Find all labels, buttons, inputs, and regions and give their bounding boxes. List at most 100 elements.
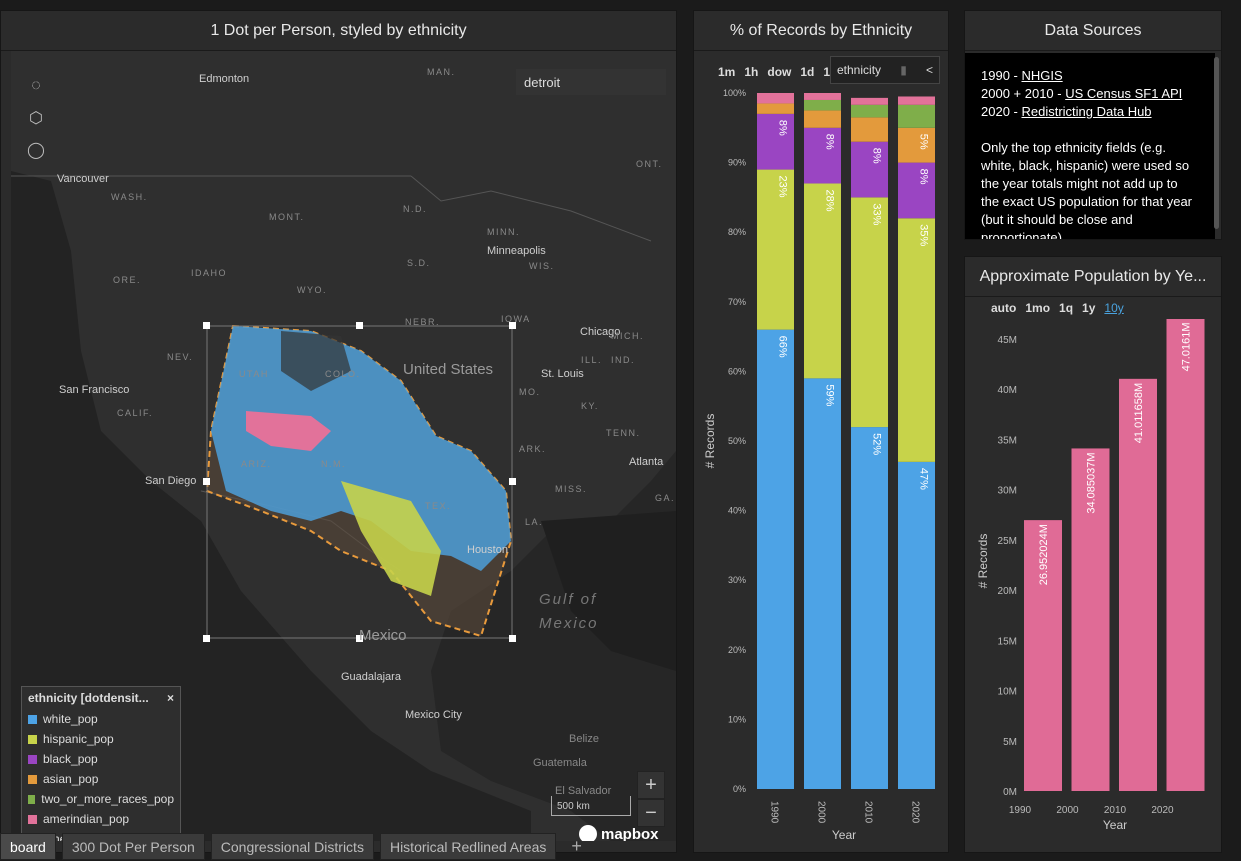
state-label: ARIZ. — [241, 459, 272, 469]
sources-note: Only the top ethnicity fields (e.g. whit… — [981, 140, 1193, 239]
source-line: 2020 - Redistricting Data Hub — [981, 103, 1199, 121]
zoom-in-button[interactable]: + — [637, 771, 665, 799]
time-bin-button[interactable]: dow — [767, 65, 792, 79]
tab-300-dot-per-person[interactable]: 300 Dot Per Person — [61, 833, 205, 860]
bar-segment — [851, 104, 888, 118]
bar-segment — [804, 99, 841, 111]
tab-historical-redlined-areas[interactable]: Historical Redlined Areas — [379, 833, 557, 860]
legend-label: two_or_more_races_pop — [41, 792, 174, 806]
legend-item[interactable]: hispanic_pop — [22, 729, 180, 749]
bar-segment — [804, 378, 841, 789]
source-prefix: 2020 - — [981, 104, 1022, 119]
state-label: UTAH — [239, 369, 269, 379]
tab-congressional-districts[interactable]: Congressional Districts — [210, 833, 374, 860]
x-tick-label: 1990 — [769, 801, 780, 824]
state-label: IOWA — [501, 314, 531, 324]
time-bin-button[interactable]: 1mo — [1025, 301, 1051, 315]
state-label: ILL. — [581, 355, 603, 365]
bar-data-label: 47.0161M — [1181, 322, 1193, 371]
y-tick-label: 30% — [728, 575, 746, 585]
tab-dashboard[interactable]: board — [0, 833, 56, 860]
y-tick-label: 40M — [998, 385, 1017, 396]
y-tick-label: 30M — [998, 486, 1017, 497]
pin-icon[interactable]: ▮ — [900, 63, 907, 77]
bar-data-label: 5% — [918, 134, 930, 150]
legend-item[interactable]: black_pop — [22, 749, 180, 769]
bar-segment — [804, 183, 841, 379]
y-tick-label: 60% — [728, 366, 746, 376]
mapbox-wordmark: mapbox — [601, 825, 659, 842]
bar-data-label: 8% — [871, 148, 883, 164]
state-label: WIS. — [529, 261, 555, 271]
y-tick-label: 50% — [728, 436, 746, 446]
y-tick-label: 0M — [1003, 787, 1017, 798]
state-label: WYO. — [297, 285, 327, 295]
population-bar-chart[interactable]: 0M 5M 10M 15M 20M 25M 30M 35M 40M 45M # Records 26.… — [965, 319, 1222, 849]
circle-select-tool-icon[interactable]: ◌ — [31, 77, 41, 94]
bar-segment — [851, 141, 888, 198]
state-label: TENN. — [606, 428, 641, 438]
legend-item[interactable]: asian_pop — [22, 769, 180, 789]
legend-item[interactable]: white_pop — [22, 709, 180, 729]
bar-segment — [898, 96, 935, 105]
legend-item[interactable]: amerindian_pop — [22, 809, 180, 829]
bar-data-label: 52% — [871, 433, 883, 455]
city-label: Edmonton — [199, 73, 250, 85]
zoom-out-button[interactable]: − — [637, 799, 665, 827]
time-bin-button[interactable]: 1q — [1059, 301, 1074, 315]
time-bin-button[interactable]: 1d — [800, 65, 815, 79]
bar-segment — [898, 127, 935, 163]
pop-time-bin-buttons: auto 1mo 1q 1y 10y — [991, 301, 1124, 315]
swatch-icon — [28, 774, 37, 784]
time-bin-button[interactable]: 1h — [744, 65, 759, 79]
state-label: ORE. — [113, 275, 142, 285]
y-tick-label: 90% — [728, 158, 746, 168]
time-bin-button-selected[interactable]: 10y — [1104, 301, 1124, 315]
back-chevron-icon[interactable]: < — [925, 63, 933, 77]
time-bin-button[interactable]: 1m — [718, 65, 736, 79]
source-prefix: 1990 - — [981, 68, 1022, 83]
polygon-select-tool-icon[interactable]: ⬡ — [29, 110, 43, 127]
map-search-input[interactable] — [516, 69, 666, 95]
legend-label: white_pop — [43, 712, 98, 726]
legend-label: amerindian_pop — [43, 812, 130, 826]
state-label: N.M. — [321, 459, 346, 469]
add-tab-button[interactable]: + — [571, 836, 582, 856]
bar-segment — [851, 97, 888, 105]
state-label: NEV. — [167, 352, 194, 362]
bar-segment — [757, 113, 794, 170]
y-tick-label: 15M — [998, 636, 1017, 647]
bar-data-label: 28% — [824, 189, 836, 211]
time-bin-button[interactable]: auto — [991, 301, 1017, 315]
lasso-select-tool-icon[interactable]: ◯ — [27, 142, 45, 159]
ethnicity-filter-popover[interactable]: ethnicity ▮ < — [830, 56, 940, 84]
city-label: San Francisco — [59, 384, 130, 396]
state-label: IDAHO — [191, 268, 228, 278]
sources-scrollbar[interactable] — [1214, 57, 1219, 229]
state-label: MISS. — [555, 484, 588, 494]
x-tick-label: 2000 — [1056, 805, 1079, 816]
state-label: S.D. — [407, 258, 431, 268]
source-link-nhgis[interactable]: NHGIS — [1021, 68, 1063, 83]
bar-data-label: 8% — [824, 134, 836, 150]
state-label: MONT. — [269, 212, 305, 222]
bar-data-label: 8% — [918, 169, 930, 185]
x-axis-label: Year — [1103, 818, 1127, 832]
state-label: LA. — [525, 517, 544, 527]
state-label: KY. — [581, 401, 599, 411]
source-link-census[interactable]: US Census SF1 API — [1065, 86, 1183, 101]
legend-item[interactable]: two_or_more_races_pop — [22, 789, 180, 809]
legend-close-icon[interactable]: × — [166, 691, 174, 705]
bar-data-label: 47% — [918, 468, 930, 490]
city-label: San Diego — [145, 475, 197, 487]
state-label: ONT. — [636, 159, 663, 169]
data-sources-panel: Data Sources 1990 - NHGIS 2000 + 2010 - … — [964, 10, 1222, 240]
bar-data-label: 33% — [871, 203, 883, 225]
source-link-redistricting[interactable]: Redistricting Data Hub — [1021, 104, 1152, 119]
time-bin-button[interactable]: 1y — [1082, 301, 1096, 315]
state-label: CALIF. — [117, 408, 154, 418]
ethnicity-stacked-bar-chart[interactable]: 0% 10% 20% 30% 40% 50% 60% 70% 80% 90% 100% # Recor… — [694, 71, 949, 851]
map-canvas[interactable]: ◌ ⬡ ◯ Edmonton Vancouver Minneapolis Chi… — [11, 51, 676, 841]
city-label: Mexico City — [405, 709, 462, 721]
swatch-icon — [28, 754, 37, 764]
